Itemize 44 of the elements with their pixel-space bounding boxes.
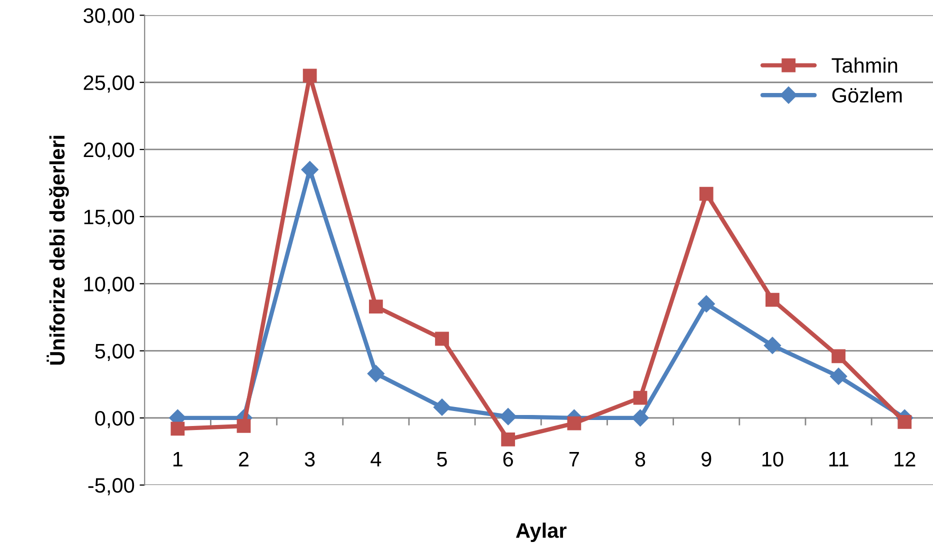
x-tick-label: 4	[370, 452, 382, 466]
point	[632, 409, 649, 426]
point	[830, 368, 848, 385]
x-axis-title: Aylar	[516, 522, 566, 542]
point	[699, 186, 714, 201]
y-tick-label: 5,00	[95, 344, 134, 362]
point	[236, 419, 251, 433]
y-tick-label: 25,00	[84, 75, 134, 93]
point	[698, 295, 715, 312]
point	[368, 300, 383, 314]
legend-label: Gözlem	[832, 87, 902, 103]
point	[301, 161, 318, 178]
y-tick-label: 30,00	[84, 8, 134, 26]
point	[501, 432, 516, 446]
point	[435, 332, 449, 346]
x-tick-label: 5	[437, 452, 447, 467]
x-tick-label: 11	[829, 452, 848, 466]
y-axis-title: Üniforize debi değerleri	[46, 136, 69, 365]
legend-label: Tahmin	[832, 58, 898, 73]
point	[766, 292, 780, 307]
x-tick-label: 12	[894, 452, 916, 466]
point	[567, 416, 582, 430]
point	[367, 365, 384, 382]
point	[633, 390, 648, 405]
x-tick-label: 1	[173, 452, 182, 466]
x-tick-label: 2	[239, 452, 248, 466]
point	[433, 398, 451, 416]
point	[302, 68, 317, 83]
y-tick-label: -5,00	[88, 478, 134, 496]
x-tick-label: 10	[762, 452, 784, 467]
y-tick-label: 10,00	[84, 276, 134, 294]
x-tick-label: 9	[702, 452, 712, 467]
y-tick-label: 0,00	[95, 410, 134, 428]
x-tick-label: 3	[304, 452, 315, 467]
point	[170, 422, 185, 436]
x-tick-label: 7	[569, 452, 579, 466]
x-tick-label: 8	[635, 452, 646, 467]
point	[764, 336, 781, 354]
point	[500, 408, 517, 426]
point	[832, 349, 846, 364]
y-tick-label: 20,00	[84, 142, 134, 160]
y-tick-label: 15,00	[84, 210, 134, 227]
point	[898, 415, 912, 429]
x-tick-label: 6	[503, 452, 513, 467]
